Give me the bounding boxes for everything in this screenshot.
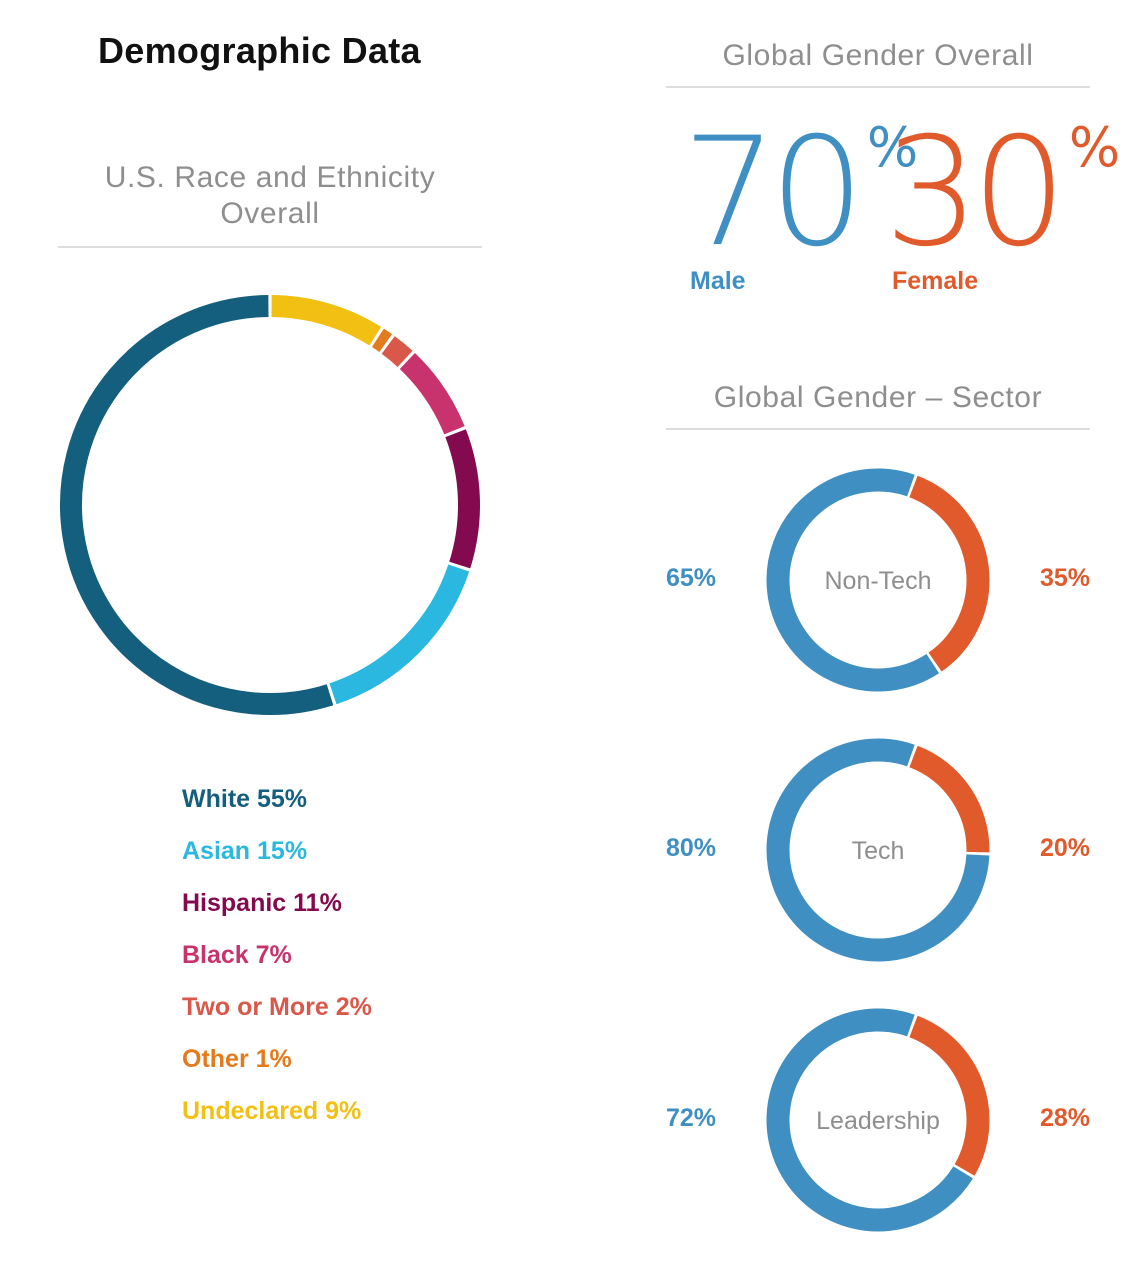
leadership-male-slice [766, 1008, 973, 1232]
tech-center-label: Tech [852, 837, 905, 865]
race-chart-title-line1: U.S. Race and Ethnicity [104, 161, 436, 194]
male-overall-stat: 70% [682, 118, 918, 268]
tech-female-slice [909, 745, 990, 853]
race-title-divider [58, 246, 482, 248]
non-tech-female-percent: 35% [1040, 564, 1091, 592]
sector-donut-leadership: Leadership [766, 1008, 990, 1232]
race-slice-white [60, 295, 334, 715]
race-legend: White 55% Asian 15% Hispanic 11% Black 7% Tw… [182, 785, 372, 1149]
gender-overall-title: Global Gender Overall [722, 39, 1034, 72]
leadership-male-percent: 72% [666, 1104, 717, 1132]
leadership-female-slice [909, 1015, 990, 1176]
race-slice-hispanic [445, 429, 480, 569]
legend-item-black: Black 7% [182, 941, 292, 969]
page-title: Demographic Data [98, 30, 421, 71]
female-overall-value: 30 [884, 106, 1067, 280]
race-slice-other [371, 328, 393, 353]
male-percent-sign: % [866, 116, 919, 179]
female-percent-sign: % [1068, 116, 1121, 179]
race-donut-chart [60, 295, 480, 715]
non-tech-male-slice [766, 468, 940, 692]
legend-item-undeclared: Undeclared 9% [182, 1097, 362, 1125]
race-slice-undeclared [271, 295, 382, 346]
female-overall-label: Female [892, 267, 979, 295]
tech-female-percent: 20% [1040, 834, 1091, 862]
tech-male-percent: 80% [666, 834, 717, 862]
non-tech-center-label: Non-Tech [825, 567, 932, 595]
legend-item-asian: Asian 15% [182, 837, 308, 865]
sector-donut-tech: Tech [766, 738, 990, 962]
female-overall-stat: 30% [884, 118, 1120, 268]
non-tech-female-slice [909, 475, 990, 672]
gender-overall-divider [666, 86, 1090, 88]
male-overall-value: 70 [682, 106, 865, 280]
race-chart-title-line2: Overall [220, 197, 320, 230]
leadership-female-percent: 28% [1040, 1104, 1091, 1132]
tech-male-slice [766, 738, 990, 962]
non-tech-male-percent: 65% [666, 564, 717, 592]
race-chart-title: U.S. Race and Ethnicity Overall [58, 160, 482, 232]
legend-item-white: White 55% [182, 785, 308, 813]
race-slice-two-or-more [381, 336, 413, 368]
legend-item-two-or-more: Two or More 2% [182, 993, 372, 1021]
sector-donut-non-tech: Non-Tech [766, 468, 990, 692]
male-overall-label: Male [690, 267, 746, 295]
gender-sector-divider [666, 428, 1090, 430]
legend-item-hispanic: Hispanic 11% [182, 889, 342, 917]
race-slice-black [399, 353, 465, 435]
legend-item-other: Other 1% [182, 1045, 292, 1073]
race-slice-asian [329, 564, 470, 705]
leadership-center-label: Leadership [816, 1107, 940, 1135]
gender-sector-title: Global Gender – Sector [713, 381, 1043, 414]
